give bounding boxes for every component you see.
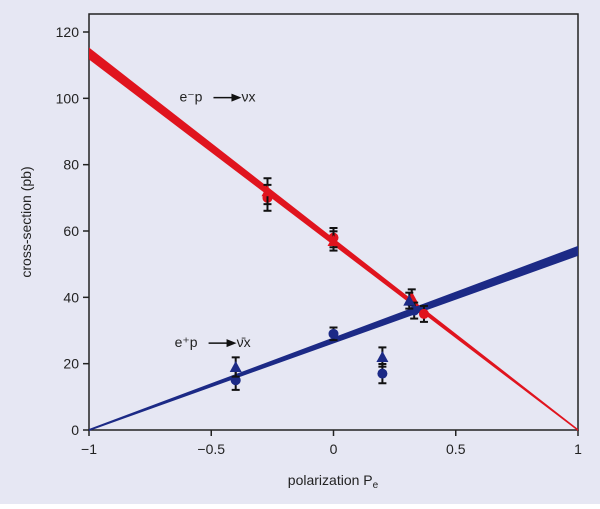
red-circle-point	[418, 308, 429, 319]
y-axis-label: cross-section (pb)	[18, 166, 34, 277]
y-tick-label: 60	[63, 223, 79, 239]
x-tick-label: 1	[574, 441, 582, 457]
blue-circle-point	[230, 375, 241, 386]
y-tick-label: 0	[71, 422, 79, 438]
y-tick-label: 80	[63, 157, 79, 173]
plot-frame	[88, 13, 579, 431]
x-axis-label: polarization Pe	[288, 472, 379, 491]
x-axis-label-subscript: e	[373, 480, 379, 491]
x-tick-label: 0	[330, 441, 338, 457]
blue-circle-point	[328, 328, 339, 339]
y-tick-label: 40	[63, 289, 79, 305]
blue-triangle-point	[229, 360, 242, 372]
reaction-label-rhs: νx	[241, 89, 255, 105]
red-triangle-point	[327, 234, 340, 246]
x-axis-label-main: polarization P	[288, 472, 373, 488]
blue-circle-point	[409, 305, 420, 316]
blue-triangle-point	[403, 294, 416, 306]
x-tick-label: −0.5	[197, 441, 225, 457]
y-tick-label: 20	[63, 356, 79, 372]
y-tick-label: 120	[56, 24, 80, 40]
reaction-label-lhs: e⁻p	[179, 89, 202, 105]
reaction-label-rhs: ν̄x	[237, 334, 251, 350]
blue-circle-point	[377, 368, 388, 379]
arrow-head-icon	[231, 93, 242, 102]
arrow-head-icon	[226, 339, 237, 348]
reaction-label-lhs: e⁺p	[175, 334, 198, 350]
y-tick-label: 100	[56, 90, 80, 106]
x-tick-label: 0.5	[446, 441, 466, 457]
blue-triangle-point	[376, 351, 389, 363]
x-tick-label: −1	[81, 441, 97, 457]
red-triangle-point	[261, 185, 274, 197]
